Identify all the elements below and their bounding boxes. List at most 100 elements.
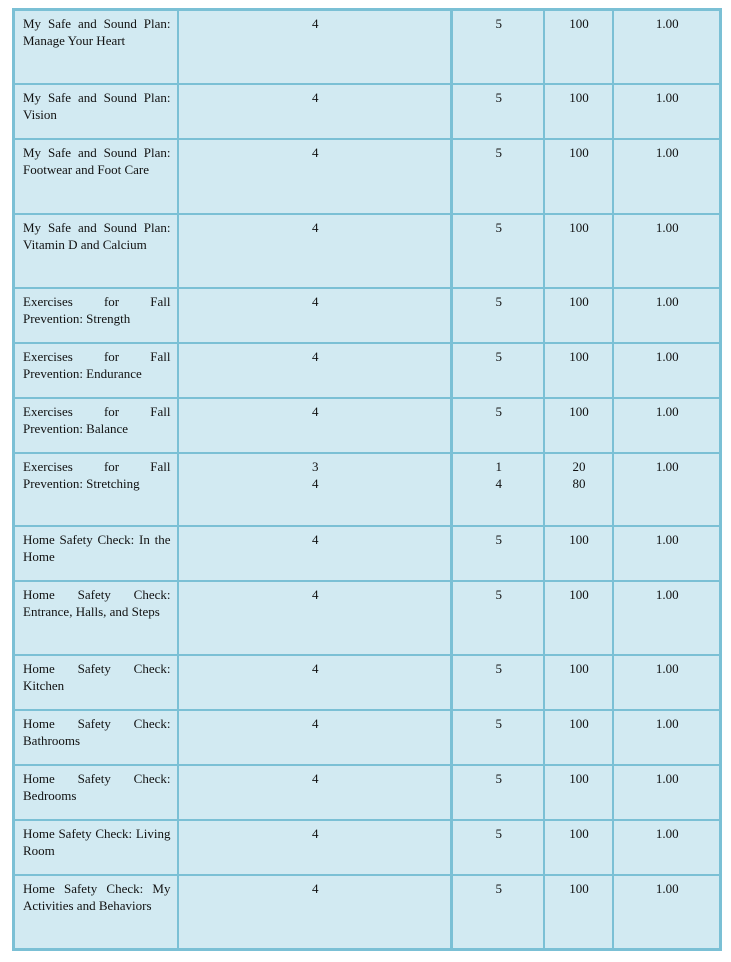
topic-text: Exercises for Fall Prevention: Strength [23, 293, 171, 326]
cell-value: 5 [495, 219, 503, 235]
cell-value: 1 [495, 458, 503, 474]
value-cell-3: 100 [542, 286, 614, 344]
score-cell: 1.00 [611, 524, 722, 582]
topic-text: Home Safety Check: My Activities and Beh… [23, 880, 171, 913]
table-row: Home Safety Check: In the Home 4 5 100 1.00 [12, 524, 722, 582]
topic-cell: Home Safety Check: Bedrooms [12, 763, 179, 821]
value-cell-3: 20 80 [542, 451, 614, 527]
value-cell-1: 4 [176, 82, 453, 140]
cell-value: 1.00 [655, 458, 679, 474]
cell-value: 5 [495, 403, 503, 419]
score-cell: 1.00 [611, 579, 722, 656]
topic-cell: Home Safety Check: Entrance, Halls, and … [12, 579, 179, 656]
cell-value: 100 [569, 880, 589, 896]
topic-text: Home Safety Check: Bedrooms [23, 770, 171, 803]
topic-text: Home Safety Check: In the Home [23, 531, 171, 564]
value-cell-3: 100 [542, 818, 614, 876]
score-cell: 1.00 [611, 763, 722, 821]
cell-value: 5 [495, 770, 503, 786]
table-row: My Safe and Sound Plan: Manage Your Hear… [12, 8, 722, 85]
cell-value: 4 [312, 475, 319, 491]
cell-value: 100 [569, 715, 589, 731]
value-cell-2: 5 [450, 579, 545, 656]
value-cell-3: 100 [542, 708, 614, 766]
cell-value: 100 [569, 586, 589, 602]
cell-value: 1.00 [655, 715, 679, 731]
data-table: My Safe and Sound Plan: Manage Your Hear… [12, 8, 722, 951]
table-row: Home Safety Check: Bathrooms 4 5 100 1.00 [12, 708, 722, 766]
cell-value: 4 [312, 348, 319, 364]
cell-value: 5 [495, 715, 503, 731]
cell-value: 3 [312, 458, 319, 474]
table-row: Exercises for Fall Prevention: Stretchin… [12, 451, 722, 527]
cell-value: 100 [569, 348, 589, 364]
value-cell-2: 5 [450, 212, 545, 289]
cell-value: 100 [569, 825, 589, 841]
cell-value: 4 [312, 586, 319, 602]
value-cell-3: 100 [542, 653, 614, 711]
value-cell-2: 5 [450, 8, 545, 85]
value-cell-1: 4 [176, 653, 453, 711]
value-cell-3: 100 [542, 524, 614, 582]
cell-value: 4 [312, 144, 319, 160]
cell-value: 100 [569, 16, 589, 31]
value-cell-3: 100 [542, 873, 614, 951]
value-cell-2: 5 [450, 818, 545, 876]
cell-value: 4 [312, 825, 319, 841]
table-row: My Safe and Sound Plan: Vitamin D and Ca… [12, 212, 722, 289]
value-cell-1: 4 [176, 396, 453, 454]
cell-value: 1.00 [655, 660, 679, 676]
score-cell: 1.00 [611, 8, 722, 85]
cell-value: 4 [312, 715, 319, 731]
value-cell-2: 5 [450, 708, 545, 766]
cell-value: 4 [312, 16, 319, 31]
topic-text: My Safe and Sound Plan: Manage Your Hear… [23, 16, 171, 48]
cell-value: 1.00 [655, 531, 679, 547]
topic-text: My Safe and Sound Plan: Footwear and Foo… [23, 144, 171, 177]
value-cell-2: 5 [450, 286, 545, 344]
table-row: Exercises for Fall Prevention: Endurance… [12, 341, 722, 399]
cell-value: 4 [312, 531, 319, 547]
cell-value: 100 [569, 660, 589, 676]
topic-cell: Home Safety Check: Bathrooms [12, 708, 179, 766]
cell-value: 5 [495, 16, 503, 31]
cell-value: 1.00 [655, 293, 679, 309]
topic-text: Exercises for Fall Prevention: Balance [23, 403, 171, 436]
topic-text: Exercises for Fall Prevention: Endurance [23, 348, 171, 381]
cell-value: 1.00 [655, 16, 679, 31]
cell-value: 4 [495, 475, 503, 491]
value-cell-2: 5 [450, 137, 545, 215]
topic-cell: My Safe and Sound Plan: Manage Your Hear… [12, 8, 179, 85]
cell-value: 5 [495, 89, 503, 105]
topic-text: My Safe and Sound Plan: Vitamin D and Ca… [23, 219, 171, 252]
table-row: My Safe and Sound Plan: Vision 4 5 100 1.00 [12, 82, 722, 140]
table-row: My Safe and Sound Plan: Footwear and Foo… [12, 137, 722, 215]
topic-text: Home Safety Check: Entrance, Halls, and … [23, 586, 171, 619]
score-cell: 1.00 [611, 653, 722, 711]
score-cell: 1.00 [611, 82, 722, 140]
score-cell: 1.00 [611, 286, 722, 344]
cell-value: 100 [569, 293, 589, 309]
cell-value: 5 [495, 348, 503, 364]
cell-value: 1.00 [655, 348, 679, 364]
cell-value: 80 [572, 475, 586, 491]
value-cell-1: 4 [176, 8, 453, 85]
cell-value: 5 [495, 293, 503, 309]
value-cell-2: 5 [450, 341, 545, 399]
cell-value: 4 [312, 219, 319, 235]
value-cell-1: 4 [176, 341, 453, 399]
score-cell: 1.00 [611, 873, 722, 951]
cell-value: 1.00 [655, 586, 679, 602]
value-cell-1: 4 [176, 763, 453, 821]
cell-value: 5 [495, 825, 503, 841]
cell-value: 1.00 [655, 880, 679, 896]
table-row: Home Safety Check: Living Room 4 5 100 1.00 [12, 818, 722, 876]
value-cell-1: 4 [176, 286, 453, 344]
topic-cell: Home Safety Check: Kitchen [12, 653, 179, 711]
value-cell-3: 100 [542, 579, 614, 656]
score-cell: 1.00 [611, 818, 722, 876]
value-cell-3: 100 [542, 341, 614, 399]
value-cell-3: 100 [542, 396, 614, 454]
